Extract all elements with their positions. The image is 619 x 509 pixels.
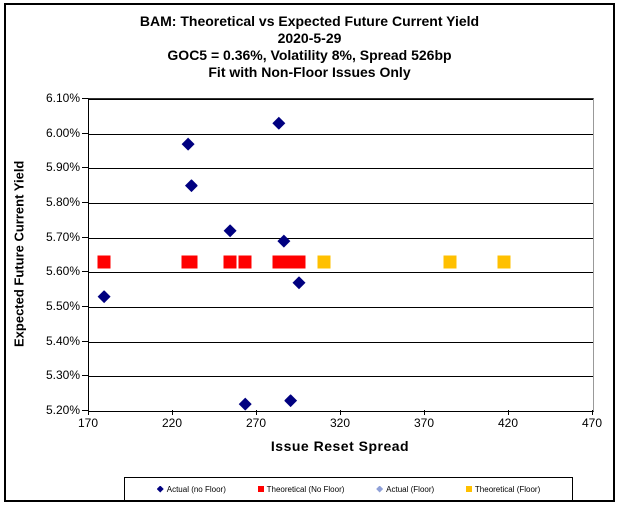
data-point-actual-no-floor (292, 276, 306, 290)
data-point-actual-no-floor (272, 116, 286, 130)
gridline (89, 133, 593, 135)
legend-square-icon (257, 486, 264, 492)
x-axis-title: Issue Reset Spread (270, 438, 410, 454)
data-point-actual-no-floor (284, 394, 298, 408)
x-tick-mark (88, 410, 89, 415)
chart-title-line-3: GOC5 = 0.36%, Volatility 8%, Spread 526b… (167, 47, 452, 63)
data-point-theoretical-floor (443, 255, 457, 269)
y-tick-label: 5.80% (45, 195, 80, 209)
data-point-theoretical-floor (497, 255, 511, 269)
y-tick-mark (82, 375, 88, 377)
chart-title-line-4: Fit with Non-Floor Issues Only (208, 64, 411, 80)
x-tick-label: 320 (329, 416, 351, 430)
chart-title-line-2: 2020-5-29 (277, 30, 342, 46)
y-tick-mark (82, 202, 88, 203)
y-tick-label: 5.40% (45, 333, 80, 348)
gridline (89, 341, 593, 343)
gridline (89, 168, 593, 170)
data-point-theoretical-no-floor (223, 255, 237, 269)
legend-entry-actual-no-floor: Actual (no Floor) (156, 484, 226, 494)
gridline (89, 411, 593, 412)
plot-area (88, 98, 594, 412)
y-tick-label: 5.70% (45, 229, 80, 244)
y-tick-mark (82, 98, 88, 99)
legend-diamond-icon (376, 485, 384, 493)
y-tick-mark (82, 167, 88, 169)
gridline (89, 272, 593, 274)
legend-label: Actual (no Floor) (166, 484, 226, 494)
data-point-actual-no-floor (184, 179, 198, 193)
legend-label: Actual (Floor) (386, 484, 435, 494)
y-tick-label: 5.60% (45, 264, 80, 279)
legend-diamond-icon (156, 485, 164, 493)
y-tick-mark (82, 340, 88, 342)
x-tick-label: 370 (413, 416, 435, 430)
legend-entry-theoretical-no-floor: Theoretical (No Floor) (257, 484, 345, 494)
data-point-actual-no-floor (223, 224, 237, 238)
y-tick-label: 6.10% (45, 91, 80, 105)
legend: Actual (no Floor) Theoretical (No Floor) A… (124, 477, 573, 501)
gridline (89, 237, 593, 239)
data-point-theoretical-no-floor (184, 255, 198, 269)
y-tick-mark (82, 236, 88, 238)
data-point-theoretical-no-floor (97, 255, 111, 269)
y-axis-title: Expected Future Current Yield (11, 160, 27, 348)
x-tick-mark (592, 410, 593, 415)
data-point-actual-no-floor (238, 397, 252, 411)
y-tick-label: 6.00% (45, 125, 80, 140)
legend-label: Theoretical (Floor) (474, 484, 541, 494)
chart-title-block: BAM: Theoretical vs Expected Future Curr… (0, 13, 619, 81)
x-tick-label: 420 (497, 416, 519, 430)
chart-title-line-1: BAM: Theoretical vs Expected Future Curr… (139, 13, 480, 29)
legend-square-icon (465, 486, 472, 492)
data-point-theoretical-floor (317, 255, 331, 269)
x-tick-label: 220 (161, 416, 183, 430)
x-tick-label: 270 (245, 416, 267, 430)
gridline (89, 203, 593, 204)
y-tick-label: 5.50% (45, 299, 80, 313)
y-tick-mark (82, 410, 88, 411)
data-point-actual-no-floor (181, 137, 195, 151)
x-tick-label: 170 (77, 416, 99, 430)
y-tick-mark (82, 271, 88, 273)
legend-label: Theoretical (No Floor) (266, 484, 345, 494)
data-point-actual-no-floor (97, 290, 111, 304)
data-point-actual-no-floor (277, 234, 291, 248)
legend-entry-theoretical-floor: Theoretical (Floor) (465, 484, 541, 494)
y-tick-label: 5.30% (45, 368, 80, 383)
legend-entry-actual-floor: Actual (Floor) (376, 485, 434, 494)
gridline (89, 99, 593, 100)
x-tick-mark (256, 410, 257, 415)
y-tick-mark (82, 306, 88, 307)
y-tick-label: 5.90% (45, 160, 80, 175)
data-point-theoretical-no-floor (292, 255, 306, 269)
x-tick-mark (172, 410, 173, 415)
x-tick-mark (424, 410, 425, 415)
x-tick-mark (340, 410, 341, 415)
y-tick-mark (82, 132, 88, 134)
x-tick-label: 470 (581, 416, 603, 430)
x-tick-mark (508, 410, 509, 415)
gridline (89, 376, 593, 378)
gridline (89, 307, 593, 308)
data-point-theoretical-no-floor (238, 255, 252, 269)
y-tick-label: 5.20% (45, 403, 80, 417)
